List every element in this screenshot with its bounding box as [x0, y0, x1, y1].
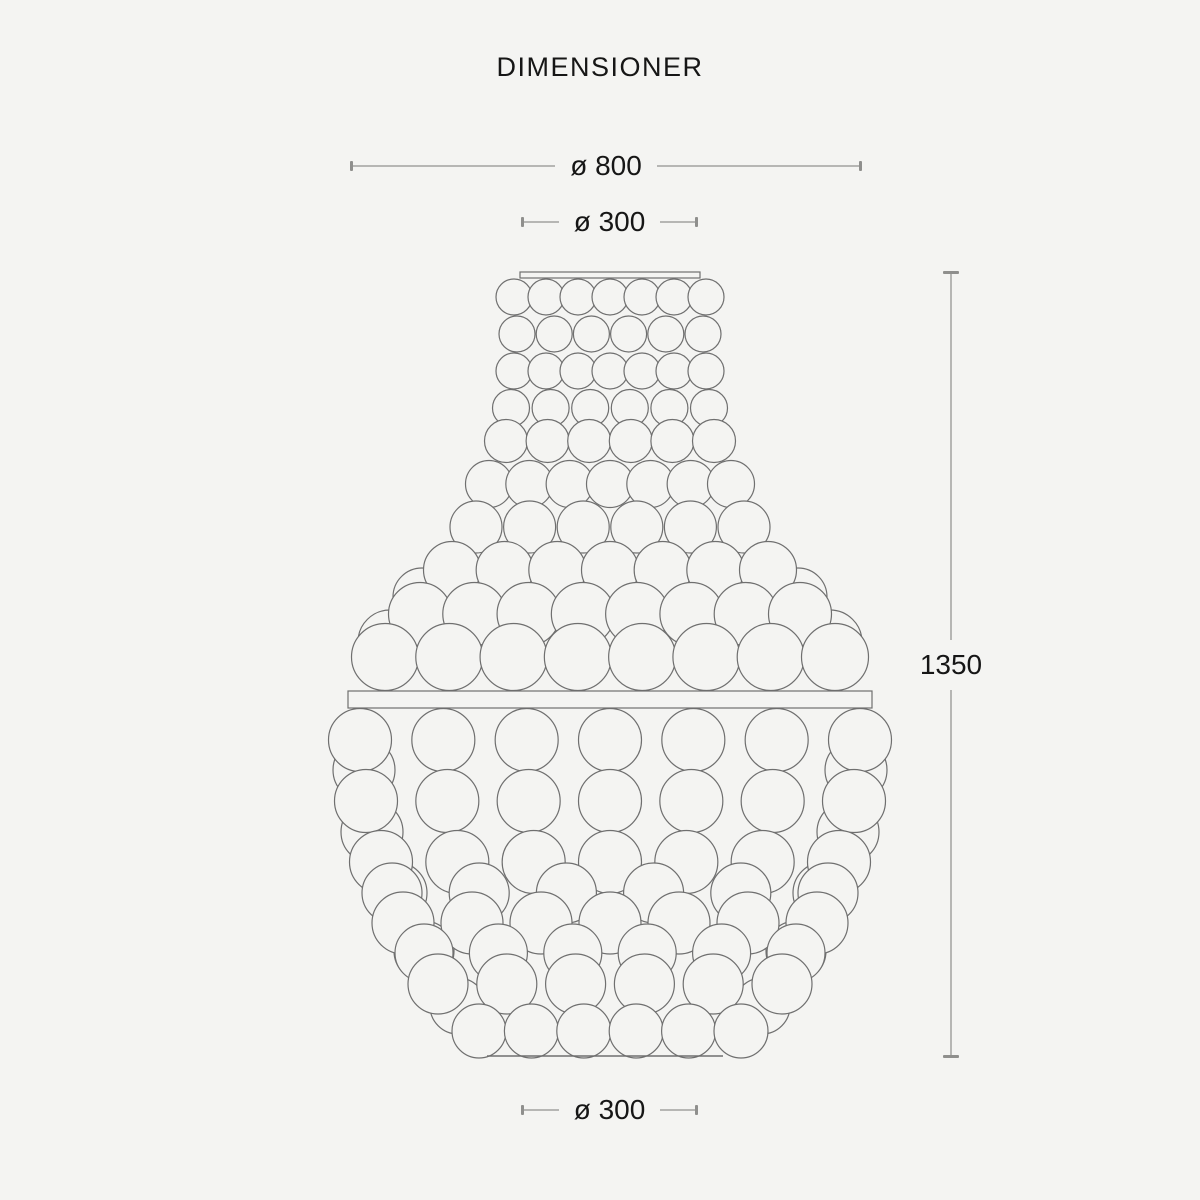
dimension-tick-right	[859, 161, 863, 171]
dimension-label-bottom-width: ø 300	[573, 1094, 646, 1125]
page-title: DIMENSIONER	[496, 52, 704, 82]
dimension-height: 1350	[911, 271, 991, 1058]
dimension-line	[524, 1109, 559, 1111]
dimension-line	[660, 1109, 696, 1111]
dimension-tick-right	[695, 217, 699, 227]
dimension-tick-left	[521, 217, 524, 227]
dimension-line	[524, 221, 559, 223]
dimension-bottom-width: ø 300	[521, 1094, 699, 1125]
dimension-tick-left	[350, 161, 353, 171]
dimension-tick-bottom	[943, 1055, 959, 1058]
dimension-tick-right	[695, 1105, 699, 1115]
dimension-line	[950, 689, 952, 1055]
dimension-label-overall-width: ø 800	[570, 150, 642, 181]
dimension-line	[660, 221, 696, 223]
dimension-tick-left	[521, 1105, 524, 1115]
dimension-neck-width: ø 300	[521, 206, 699, 237]
dimension-line	[950, 274, 952, 640]
dimension-line	[353, 165, 556, 167]
dimension-line	[656, 165, 860, 167]
dimension-label-height: 1350	[919, 648, 983, 680]
dimension-overall-width: ø 800	[350, 150, 863, 181]
dimension-tick-top	[943, 271, 959, 274]
dimension-label-neck-width: ø 300	[573, 206, 646, 237]
